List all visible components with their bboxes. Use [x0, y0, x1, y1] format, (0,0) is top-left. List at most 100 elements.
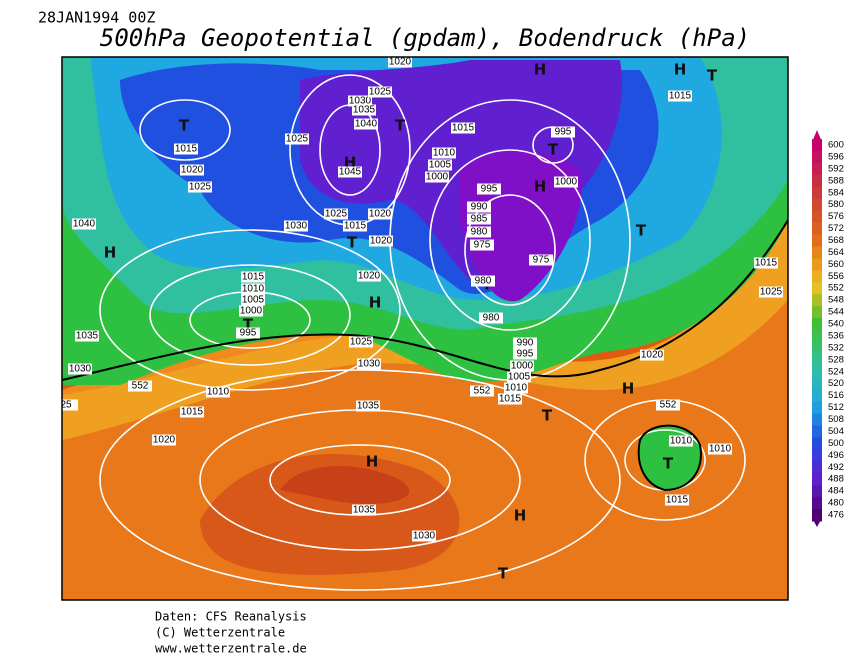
- colorbar-label: 564: [828, 247, 844, 258]
- copyright: (C) Wetterzentrale: [155, 626, 285, 640]
- isobar-label-bg: [498, 393, 522, 405]
- isobar-label-bg: [354, 118, 378, 130]
- isobar-label: 1030: [349, 96, 372, 107]
- isobar-label-bg: [241, 294, 265, 306]
- isobar-label-bg: [479, 312, 503, 324]
- isobar-label-bg: [451, 122, 475, 134]
- isobar-label: 985: [471, 214, 488, 225]
- isobar-label: 1015: [344, 221, 367, 232]
- isobar-label: 552: [132, 381, 149, 392]
- isobar-label: 1015: [755, 258, 778, 269]
- isobar-label-bg: [239, 305, 263, 317]
- isobar-label-bg: [357, 270, 381, 282]
- isobar-label-bg: [369, 235, 393, 247]
- colorbar-cell: [812, 162, 822, 176]
- pressure-center: T: [395, 117, 406, 135]
- isobar-label: 1015: [175, 144, 198, 155]
- isobar-label: 1045: [339, 167, 362, 178]
- colorbar-label: 540: [828, 319, 844, 330]
- isobar-label: 25: [60, 400, 72, 411]
- isobar-label: 1030: [285, 221, 308, 232]
- isobar-label: 1035: [76, 331, 99, 342]
- isobar-label: 1020: [641, 350, 664, 361]
- isobar-label-bg: [708, 443, 732, 455]
- colorbar-arrow: [812, 518, 822, 527]
- isobar-label: 1015: [499, 394, 522, 405]
- colorbar-cell: [812, 389, 822, 403]
- pressure-center: H: [622, 380, 635, 398]
- isobar-label-bg: [68, 363, 92, 375]
- title: 500hPa Geopotential (gpdam), Bodendruck …: [100, 24, 750, 52]
- isobar-label-bg: [510, 360, 534, 372]
- isobar-label-bg: [368, 208, 392, 220]
- isobar-label-bg: [477, 183, 501, 195]
- isobar-label-bg: [352, 504, 376, 516]
- isobar-label-bg: [180, 406, 204, 418]
- isobar-label-bg: [551, 126, 575, 138]
- colorbar-cell: [812, 258, 822, 271]
- isobar-label: 1010: [670, 436, 693, 447]
- isobar-label-bg: [425, 171, 449, 183]
- colorbar-arrow: [812, 130, 822, 142]
- isobar-label-bg: [513, 337, 537, 349]
- isobar-label: 1005: [429, 160, 452, 171]
- pressure-center: T: [498, 565, 509, 583]
- isobar-label: 1015: [242, 272, 265, 283]
- isobar-label-bg: [241, 283, 265, 295]
- pressure-center: H: [104, 244, 117, 262]
- colorbar-label: 500: [828, 438, 844, 449]
- colorbar-cell: [812, 473, 822, 486]
- date: 28JAN1994 00Z: [38, 9, 155, 27]
- isobar-label: 552: [474, 386, 491, 397]
- isobar-label-bg: [349, 336, 373, 348]
- isobar-label-bg: [174, 143, 198, 155]
- isobar-label-bg: [180, 164, 204, 176]
- isobar-label: 1025: [350, 337, 373, 348]
- isobar-label-bg: [236, 327, 260, 339]
- isobar-label: 1020: [369, 209, 392, 220]
- colorbar-label: 496: [828, 450, 844, 461]
- isobar-label: 1000: [555, 177, 578, 188]
- colorbar-cell: [812, 294, 822, 307]
- url: www.wetterzentrale.de: [155, 642, 307, 656]
- colorbar-label: 544: [828, 307, 844, 318]
- isobar-label-bg: [529, 254, 553, 266]
- colorbar-cell: [812, 234, 822, 247]
- isobar-label: 1015: [666, 495, 689, 506]
- colorbar-cell: [812, 318, 822, 331]
- colorbar-cell: [812, 461, 822, 474]
- isobar-label-bg: [388, 57, 412, 68]
- source: Daten: CFS Reanalysis: [155, 610, 307, 624]
- isobar-label: 1035: [357, 401, 380, 412]
- isobar-label: 1015: [669, 91, 692, 102]
- isobar-label: 1010: [505, 383, 528, 394]
- isobar-label-bg: [669, 435, 693, 447]
- isobar-label-bg: [513, 348, 537, 360]
- isobar-label: 995: [481, 184, 498, 195]
- isobar-label-bg: [324, 208, 348, 220]
- isobar-label-bg: [467, 213, 491, 225]
- colorbar-label: 552: [828, 283, 844, 294]
- isobar-label-bg: [368, 86, 392, 98]
- colorbar-label: 560: [828, 259, 844, 270]
- isobar-label: 1035: [353, 105, 376, 116]
- isobar-label: 1005: [242, 295, 265, 306]
- colorbar-cell: [812, 425, 822, 438]
- isobar-label: 975: [533, 255, 550, 266]
- isobar-label: 1020: [389, 57, 412, 68]
- colorbar-label: 548: [828, 295, 844, 306]
- pressure-center: H: [534, 61, 547, 79]
- isobar-label-bg: [504, 382, 528, 394]
- isobar-label-bg: [467, 226, 491, 238]
- pressure-center: T: [243, 316, 254, 334]
- colorbar-cell: [812, 306, 822, 319]
- colorbar-label: 488: [828, 474, 844, 485]
- isobar-label: 1030: [413, 531, 436, 542]
- isobar-label: 1010: [242, 284, 265, 295]
- pressure-center: T: [707, 67, 718, 85]
- colorbar-cell: [812, 186, 822, 200]
- isobar-label-bg: [668, 90, 692, 102]
- isobar-label: 995: [555, 127, 572, 138]
- pressure-center: T: [542, 407, 553, 425]
- isobar-label: 980: [471, 227, 488, 238]
